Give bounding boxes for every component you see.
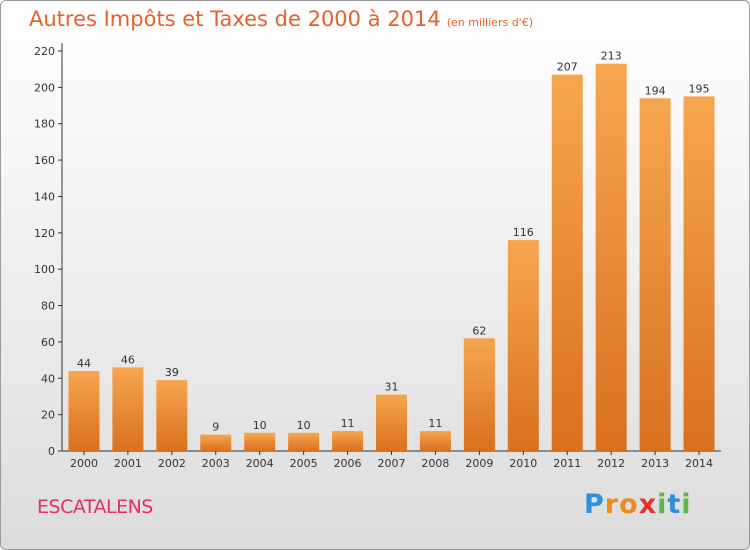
x-tick-label: 2000 <box>70 457 98 470</box>
x-tick-label: 2011 <box>553 457 581 470</box>
data-label: 116 <box>513 226 534 239</box>
chart-unit: (en milliers d'€) <box>446 16 533 29</box>
y-tick-label: 120 <box>34 227 55 240</box>
data-label: 44 <box>77 357 91 370</box>
bar <box>551 74 583 452</box>
y-tick-label: 140 <box>34 190 55 203</box>
logo-letter: i <box>657 489 668 520</box>
bar <box>507 240 539 451</box>
bar <box>463 338 495 451</box>
chart-title-text: Autres Impôts et Taxes de 2000 à 2014 <box>29 7 441 31</box>
y-tick-label: 160 <box>34 154 55 167</box>
data-label: 213 <box>601 50 622 63</box>
x-tick-label: 2001 <box>114 457 142 470</box>
logo-letter: t <box>667 489 682 520</box>
y-tick-label: 0 <box>48 445 55 458</box>
data-label: 195 <box>689 82 710 95</box>
x-tick-label: 2002 <box>158 457 186 470</box>
x-tick-label: 2003 <box>202 457 230 470</box>
y-tick-label: 40 <box>41 372 55 385</box>
data-label: 11 <box>341 417 355 430</box>
bar <box>376 394 407 451</box>
x-tick-label: 2006 <box>334 457 362 470</box>
data-label: 11 <box>428 417 442 430</box>
bar <box>595 63 627 452</box>
logo-letter: P <box>584 489 605 520</box>
x-tick-label: 2013 <box>641 457 669 470</box>
bar <box>112 367 144 451</box>
proxiti-logo: Proxiti <box>584 489 692 520</box>
data-label: 39 <box>165 366 179 379</box>
data-label: 31 <box>385 381 399 394</box>
y-tick-label: 100 <box>34 263 55 276</box>
chart-title: Autres Impôts et Taxes de 2000 à 2014 (en… <box>29 7 533 31</box>
logo-letter: r <box>604 489 620 520</box>
data-label: 207 <box>557 61 578 74</box>
logo-letter: i <box>681 489 692 520</box>
x-tick-label: 2008 <box>421 457 449 470</box>
data-label: 46 <box>121 353 135 366</box>
data-label: 10 <box>253 419 267 432</box>
bar <box>156 380 188 451</box>
y-tick-label: 220 <box>34 45 55 58</box>
data-label: 194 <box>645 84 666 97</box>
y-tick-label: 200 <box>34 81 55 94</box>
y-tick-label: 80 <box>41 300 55 313</box>
data-label: 9 <box>212 421 219 434</box>
bar <box>639 98 671 451</box>
x-tick-label: 2010 <box>509 457 537 470</box>
x-tick-label: 2014 <box>685 457 713 470</box>
y-tick-label: 60 <box>41 336 55 349</box>
data-label: 10 <box>297 419 311 432</box>
x-tick-label: 2009 <box>465 457 493 470</box>
commune-name: ESCATALENS <box>37 496 153 518</box>
y-tick-label: 180 <box>34 118 55 131</box>
data-label: 62 <box>472 324 486 337</box>
bar <box>68 371 100 451</box>
bar <box>288 432 320 451</box>
y-tick-label: 20 <box>41 409 55 422</box>
bar <box>200 434 232 451</box>
x-tick-label: 2012 <box>597 457 625 470</box>
logo-letter: x <box>638 489 658 520</box>
bar <box>683 96 715 452</box>
x-tick-label: 2007 <box>378 457 406 470</box>
x-tick-label: 2004 <box>246 457 274 470</box>
bar <box>332 431 364 451</box>
logo-letter: o <box>619 489 639 520</box>
x-tick-label: 2005 <box>290 457 318 470</box>
bar <box>244 432 276 451</box>
bar <box>419 431 451 451</box>
